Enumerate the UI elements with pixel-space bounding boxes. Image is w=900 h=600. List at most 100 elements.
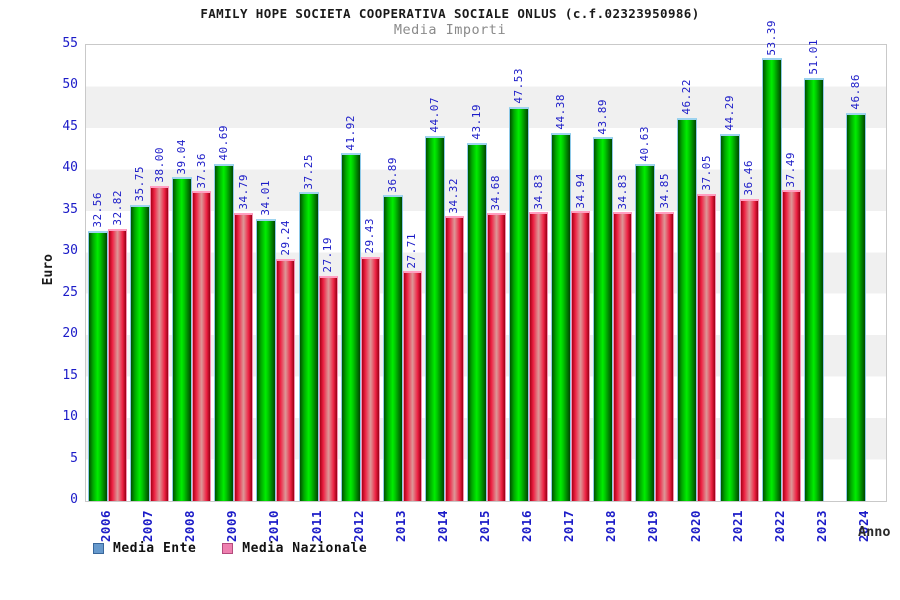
bar-media-ente-2006 <box>88 231 108 501</box>
bar-value-label: 34.83 <box>531 173 545 210</box>
bar-group-2017: 44.38 34.94 <box>549 45 591 501</box>
bar-group-2024: 46.86 <box>844 45 886 501</box>
bar-media-nazionale-2015 <box>486 213 506 501</box>
legend-label-media-ente: Media Ente <box>113 541 197 556</box>
bar-media-ente-2022 <box>761 58 782 501</box>
bar-group-2019: 40.63 34.85 <box>633 45 675 501</box>
bar-media-ente-2021 <box>719 133 740 501</box>
bar-group-2009: 40.69 34.79 <box>212 45 254 501</box>
bar-value-label: 37.25 <box>301 153 315 190</box>
bar-group-2013: 36.89 27.71 <box>381 45 423 501</box>
bar-value-label: 34.32 <box>447 177 461 214</box>
x-tick-label: 2019 <box>645 510 661 543</box>
legend-swatch-media-nazionale-icon <box>222 543 234 554</box>
x-tick-label: 2014 <box>434 510 450 543</box>
bar-value-label: 36.89 <box>385 156 399 193</box>
bar-media-nazionale-2013 <box>402 271 422 501</box>
legend-label-media-nazionale: Media Nazionale <box>242 541 368 556</box>
bar-media-nazionale-2014 <box>444 216 464 501</box>
bar-value-label: 34.79 <box>236 173 250 210</box>
bar-media-nazionale-2011 <box>318 275 338 501</box>
bar-group-2008: 39.04 37.36 <box>170 45 212 501</box>
bar-media-nazionale-2008 <box>192 191 212 501</box>
bar-value-label: 34.01 <box>259 180 273 217</box>
bar-media-nazionale-2007 <box>150 185 170 501</box>
bar-value-label: 35.75 <box>133 165 147 202</box>
bar-value-label: 43.89 <box>596 98 610 135</box>
bar-media-ente-2012 <box>340 153 361 501</box>
y-tick-label: 15 <box>62 367 78 383</box>
bar-media-ente-2009 <box>214 163 235 501</box>
bar-media-ente-2008 <box>172 177 193 501</box>
legend: Media Ente Media Nazionale <box>93 541 367 556</box>
bar-value-label: 27.71 <box>405 232 419 269</box>
bar-group-2021: 44.29 36.46 <box>718 45 760 501</box>
x-tick-label: 2017 <box>561 510 577 543</box>
bar-media-nazionale-2020 <box>697 193 717 501</box>
bar-value-label: 32.56 <box>91 192 104 229</box>
bar-group-2014: 44.07 34.32 <box>423 45 465 501</box>
y-tick-label: 30 <box>62 243 78 259</box>
bar-media-nazionale-2009 <box>234 212 254 501</box>
chart-title: FAMILY HOPE SOCIETA COOPERATIVA SOCIALE … <box>200 6 700 21</box>
chart-subtitle: Media Importi <box>393 22 507 38</box>
bar-value-label: 34.85 <box>657 173 671 210</box>
bar-value-label: 40.63 <box>638 125 652 162</box>
y-tick-label: 50 <box>62 77 78 93</box>
x-tick-label: 2011 <box>308 510 324 543</box>
bar-value-label: 29.43 <box>363 218 377 254</box>
bar-media-nazionale-2006 <box>108 228 127 501</box>
bar-media-ente-2017 <box>551 133 572 501</box>
bar-media-ente-2019 <box>635 164 656 501</box>
bar-media-ente-2011 <box>298 192 319 501</box>
plot-area: 32.56 32.82 35.75 38.00 39.04 37.36 40.69 34.79… <box>85 20 887 502</box>
bar-group-2016: 47.53 34.83 <box>507 45 549 501</box>
bar-media-nazionale-2022 <box>781 190 801 501</box>
bar-media-nazionale-2021 <box>739 198 759 501</box>
bar-value-label: 37.05 <box>699 155 713 191</box>
y-tick-label: 35 <box>62 201 78 217</box>
bar-group-2006: 32.56 32.82 <box>86 45 128 501</box>
y-tick-label: 55 <box>62 36 78 51</box>
x-tick-label: 2023 <box>813 510 829 543</box>
x-tick-label: 2008 <box>182 510 198 543</box>
bar-media-ente-2023 <box>803 78 824 501</box>
bar-group-2007: 35.75 38.00 <box>128 45 170 501</box>
bar-value-label: 38.00 <box>152 147 166 183</box>
bar-media-ente-2013 <box>382 195 403 501</box>
bar-group-2010: 34.01 29.24 <box>254 45 296 501</box>
bar-group-2018: 43.89 34.83 <box>591 45 633 501</box>
y-tick-label: 25 <box>62 284 78 300</box>
y-axis: 0 5 10 15 20 25 30 35 40 45 50 55 <box>28 36 78 507</box>
y-tick-label: 10 <box>62 409 78 425</box>
bar-value-label: 34.83 <box>615 173 629 210</box>
y-tick-label: 45 <box>62 118 78 134</box>
y-tick-label: 40 <box>62 160 78 176</box>
bar-media-ente-2020 <box>677 117 698 501</box>
x-tick-label: 2007 <box>140 510 156 543</box>
x-tick-label: 2013 <box>392 510 408 543</box>
x-tick-label: 2009 <box>224 510 240 543</box>
bar-group-2023: 51.01 <box>802 39 844 501</box>
bar-media-nazionale-2010 <box>276 258 296 501</box>
bar-media-nazionale-2018 <box>613 212 633 501</box>
bar-group-2020: 46.22 37.05 <box>675 45 717 501</box>
bar-media-ente-2015 <box>466 142 487 501</box>
bar-value-label: 40.69 <box>217 125 231 161</box>
y-tick-label: 20 <box>62 326 78 342</box>
bar-value-label: 44.07 <box>427 97 441 133</box>
bar-media-ente-2016 <box>509 106 530 501</box>
x-tick-label: 2018 <box>603 510 619 543</box>
x-tick-label: 2010 <box>266 510 282 543</box>
bar-value-label: 36.46 <box>742 160 756 196</box>
bar-media-nazionale-2017 <box>571 211 591 501</box>
bar-value-label: 37.36 <box>194 152 208 189</box>
bar-value-label: 47.53 <box>512 68 526 104</box>
bar-value-label: 51.01 <box>806 39 820 76</box>
bar-group-2015: 43.19 34.68 <box>465 45 507 501</box>
bar-value-label: 27.19 <box>321 236 335 273</box>
x-axis-label: Anno <box>858 524 891 540</box>
bar-value-label: 37.49 <box>784 151 798 188</box>
bar-media-ente-2014 <box>424 135 445 501</box>
